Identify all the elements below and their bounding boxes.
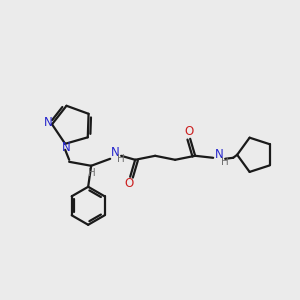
- Text: O: O: [124, 177, 134, 190]
- Text: H: H: [88, 168, 96, 178]
- Text: N: N: [111, 146, 119, 159]
- Text: N: N: [215, 148, 224, 161]
- Text: O: O: [184, 125, 194, 138]
- Text: N: N: [62, 141, 70, 154]
- Text: N: N: [44, 116, 52, 129]
- Text: H: H: [117, 154, 125, 164]
- Text: H: H: [221, 157, 229, 167]
